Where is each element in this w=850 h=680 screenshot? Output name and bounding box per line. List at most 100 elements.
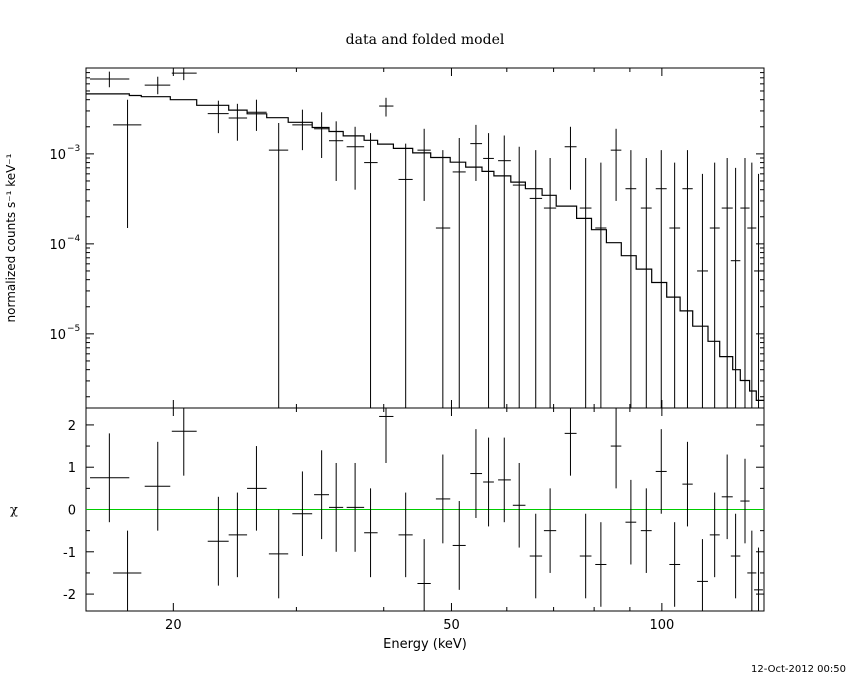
data-point: [498, 135, 511, 408]
data-point: [228, 103, 248, 141]
data-point: [730, 167, 741, 408]
residual-point: [740, 458, 750, 544]
data-point: [398, 143, 413, 408]
data-point: [144, 76, 171, 95]
data-point: [697, 173, 708, 408]
residual-point: [364, 488, 378, 578]
y-tick-label: 10: [49, 238, 66, 253]
residual-point: [113, 530, 142, 611]
data-point: [171, 68, 197, 81]
bottom-y-axis-label: χ: [10, 503, 18, 518]
bottom-y-tick-labels: 2 1 0 -1 -2: [63, 419, 76, 603]
residual-point: [625, 479, 637, 565]
bottom-panel-ticks: [86, 408, 764, 611]
data-point: [417, 128, 431, 201]
residual-point: [730, 513, 741, 599]
residual-point: [512, 462, 526, 548]
top-panel-ticks: [86, 68, 764, 408]
data-point: [740, 157, 750, 408]
y-tick-label: 0: [68, 504, 76, 519]
residual-point: [697, 539, 708, 611]
data-point: [754, 173, 763, 408]
data-point: [595, 162, 607, 408]
data-point: [669, 162, 681, 408]
y-tick-label: -2: [63, 588, 76, 603]
y-tick-label: 10: [49, 148, 66, 163]
residual-point: [346, 462, 365, 552]
residual-point: [268, 509, 289, 599]
residual-point: [610, 408, 622, 489]
chart-title: data and folded model: [346, 32, 505, 48]
residual-point: [754, 547, 763, 611]
data-point: [682, 150, 693, 408]
data-point: [470, 124, 483, 181]
data-point: [640, 157, 652, 408]
data-point: [268, 123, 289, 408]
data-point: [314, 112, 329, 158]
data-point: [512, 146, 526, 408]
residual-point: [655, 429, 667, 514]
data-point: [483, 133, 494, 408]
data-point: [579, 157, 592, 408]
residual-point: [417, 539, 431, 611]
data-point: [452, 138, 466, 408]
data-point: [247, 99, 267, 131]
data-point: [709, 162, 720, 408]
x-tick-label: 100: [649, 618, 674, 633]
data-point: [610, 128, 622, 201]
y-tick-label: 10: [49, 328, 66, 343]
data-point: [328, 121, 344, 181]
data-point: [113, 99, 142, 229]
data-point: [625, 150, 637, 408]
residual-point: [171, 408, 197, 476]
residual-point: [144, 441, 171, 531]
residual-point: [640, 488, 652, 573]
top-y-tick-labels: 10−310−410−5: [49, 144, 80, 343]
data-point: [379, 97, 394, 117]
data-point: [90, 71, 130, 88]
y-tick-exponent: −3: [67, 144, 80, 154]
top-panel-data-points: [90, 68, 763, 408]
timestamp: 12-Oct-2012 00:50: [751, 664, 846, 675]
residual-point: [247, 446, 267, 531]
x-tick-labels: 20 50 100: [165, 618, 674, 633]
residual-point: [709, 492, 720, 578]
data-point: [529, 150, 543, 408]
top-y-axis-label: normalized counts s⁻¹ keV⁻¹: [4, 153, 18, 322]
residual-point: [435, 454, 451, 544]
residual-point: [483, 437, 494, 527]
residual-point: [90, 433, 130, 523]
y-tick-label: 1: [68, 461, 76, 476]
residual-point: [328, 462, 344, 552]
residual-point: [292, 471, 313, 557]
residual-point: [564, 408, 577, 476]
residual-point: [669, 522, 681, 607]
data-point: [747, 162, 757, 408]
residual-point: [579, 513, 592, 599]
residual-point: [470, 429, 483, 518]
y-tick-label: -1: [63, 546, 76, 561]
data-point: [543, 157, 557, 408]
residual-point: [747, 530, 757, 611]
residual-point: [529, 513, 543, 599]
x-tick-label: 20: [165, 618, 182, 633]
data-point: [207, 100, 229, 134]
data-point: [564, 126, 577, 190]
data-point: [655, 150, 667, 408]
y-tick-exponent: −5: [67, 324, 80, 334]
y-tick-exponent: −4: [67, 234, 81, 244]
data-point: [292, 109, 313, 151]
x-axis-label: Energy (keV): [383, 637, 467, 652]
residual-point: [595, 522, 607, 607]
residual-point: [228, 492, 248, 578]
residual-point: [398, 492, 413, 578]
residual-point: [682, 441, 693, 527]
residual-point: [543, 488, 557, 573]
data-point: [435, 150, 451, 408]
folded-model-line: [86, 93, 764, 401]
residual-point: [498, 437, 511, 523]
residual-point: [207, 496, 229, 586]
residual-point: [379, 408, 394, 463]
top-panel-frame: [85, 67, 765, 409]
